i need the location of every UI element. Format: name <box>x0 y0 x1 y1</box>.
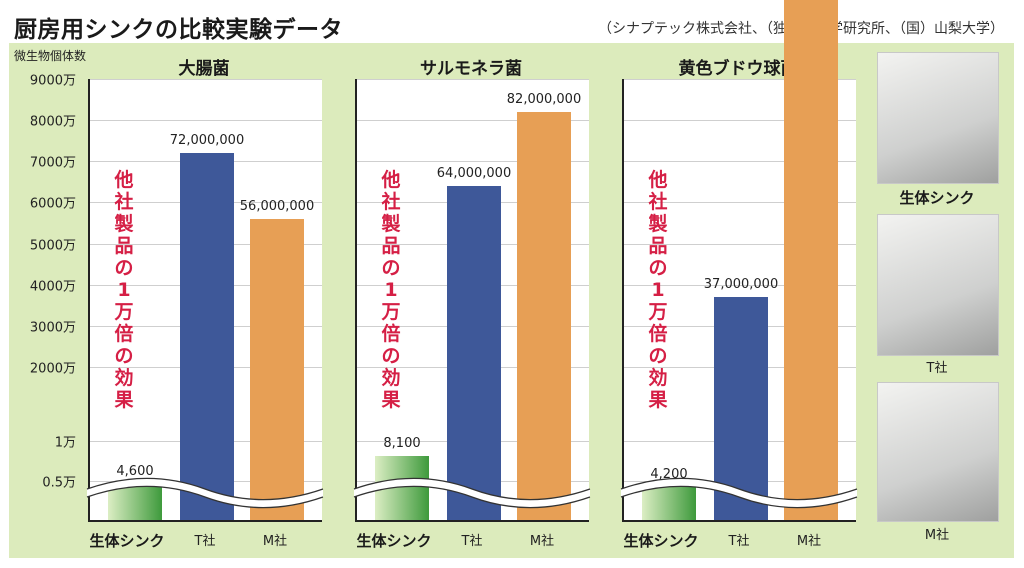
grid-line <box>624 202 856 204</box>
photo-caption-bio: 生体シンク <box>899 189 975 207</box>
grid-line <box>624 120 856 122</box>
bar-m <box>250 218 304 520</box>
y-axis-label: 微生物個体数 <box>14 49 87 63</box>
photo-t-sink <box>877 214 999 356</box>
grid-line <box>357 120 589 122</box>
photo-bio-sink <box>877 52 999 184</box>
axis-break <box>86 477 324 509</box>
x-tick-label: T社 <box>728 534 750 549</box>
x-tick-label: M社 <box>262 534 288 549</box>
y-tick-label: 9000万 <box>29 73 76 89</box>
grid-line <box>624 79 856 80</box>
grid-line <box>90 120 322 122</box>
photo-caption-m: M社 <box>924 528 950 543</box>
data-label: 56,000,000 <box>239 198 315 214</box>
data-label: 8,100 <box>383 436 421 451</box>
bar-m <box>784 0 838 520</box>
x-tick-label: M社 <box>796 534 822 549</box>
x-tick-label: T社 <box>194 534 216 549</box>
y-tick-label: 0.5万 <box>42 475 76 490</box>
grid-line <box>624 243 856 245</box>
bar-bio <box>642 486 696 520</box>
grid-line <box>624 161 856 163</box>
data-label: 37,000,000 <box>703 277 779 293</box>
axis-break <box>620 477 858 509</box>
grid-line <box>357 161 589 163</box>
y-tick-label: 8000万 <box>29 114 76 130</box>
data-label: 4,600 <box>116 463 154 479</box>
effect-note: 他社製品の1万倍の効果 <box>381 169 401 411</box>
photo-m-sink <box>877 382 999 522</box>
x-tick-label: 生体シンク <box>623 532 699 550</box>
chart-ecoli: 4,600 72,000,000 56,000,000 他社製品の1万倍の効果 <box>86 79 324 522</box>
chart-title-salmonella: サルモネラ菌 <box>420 59 522 79</box>
chart-salmonella: 8,100 64,000,000 82,000,000 他社製品の1万倍の効果 <box>353 79 591 522</box>
data-label: 72,000,000 <box>169 133 245 149</box>
effect-note: 他社製品の1万倍の効果 <box>648 169 668 411</box>
bar-m <box>517 111 571 520</box>
grid-line <box>624 284 856 286</box>
bar-t <box>447 185 501 520</box>
bar-t <box>180 153 234 520</box>
y-tick-label: 2000万 <box>29 361 76 377</box>
chart-title-ecoli: 大腸菌 <box>178 59 230 79</box>
x-tick-label: T社 <box>461 534 483 549</box>
effect-note: 他社製品の1万倍の効果 <box>114 169 134 411</box>
x-tick-label: 生体シンク <box>89 532 165 550</box>
x-tick-label: 生体シンク <box>356 532 432 550</box>
y-tick-label: 5000万 <box>29 238 76 254</box>
x-tick-label: M社 <box>529 534 555 549</box>
y-tick-label: 3000万 <box>29 320 76 336</box>
axis-break <box>353 477 591 509</box>
chart-title-staph: 黄色ブドウ球菌 <box>678 59 798 79</box>
page-title: 厨房用シンクの比較実験データ <box>14 17 343 43</box>
y-tick-label: 4000万 <box>29 279 76 295</box>
photo-caption-t: T社 <box>926 361 948 376</box>
grid-line <box>90 79 322 80</box>
data-label: 82,000,000 <box>506 91 582 107</box>
y-tick-label: 7000万 <box>29 155 76 171</box>
bar-t <box>714 297 768 520</box>
y-tick-label: 1万 <box>54 435 76 451</box>
grid-line <box>357 79 589 80</box>
y-tick-label: 6000万 <box>29 196 76 212</box>
data-label: 64,000,000 <box>436 165 512 181</box>
